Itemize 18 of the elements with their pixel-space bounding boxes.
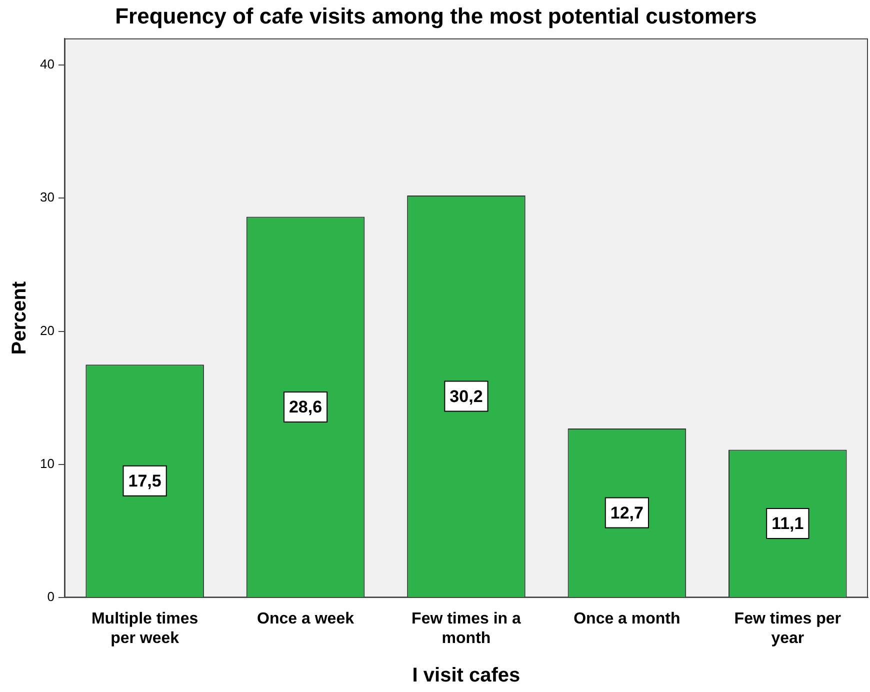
y-tick-label: 40 <box>40 56 54 72</box>
x-tick-label: Multiple times per week <box>91 610 198 647</box>
y-axis-title: Percent <box>8 280 31 355</box>
data-label: 12,7 <box>610 503 644 522</box>
data-label: 30,2 <box>450 386 483 406</box>
y-tick-label: 10 <box>40 456 54 472</box>
y-tick-label: 0 <box>47 589 54 604</box>
x-axis-title: I visit cafes <box>412 664 520 687</box>
data-label: 28,6 <box>288 398 322 417</box>
data-label: 17,5 <box>128 472 162 491</box>
y-tick-label: 30 <box>40 190 54 205</box>
y-tick-label: 20 <box>40 322 54 338</box>
chart-title: Frequency of cafe visits among the most potential customers <box>115 3 757 28</box>
x-tick-label: Once a month <box>574 610 680 628</box>
data-label: 11,1 <box>772 514 804 534</box>
x-tick-label: Once a week <box>257 610 354 628</box>
x-tick-label: Few times per year <box>734 610 841 647</box>
x-tick-label: Few times in a month <box>412 610 522 647</box>
